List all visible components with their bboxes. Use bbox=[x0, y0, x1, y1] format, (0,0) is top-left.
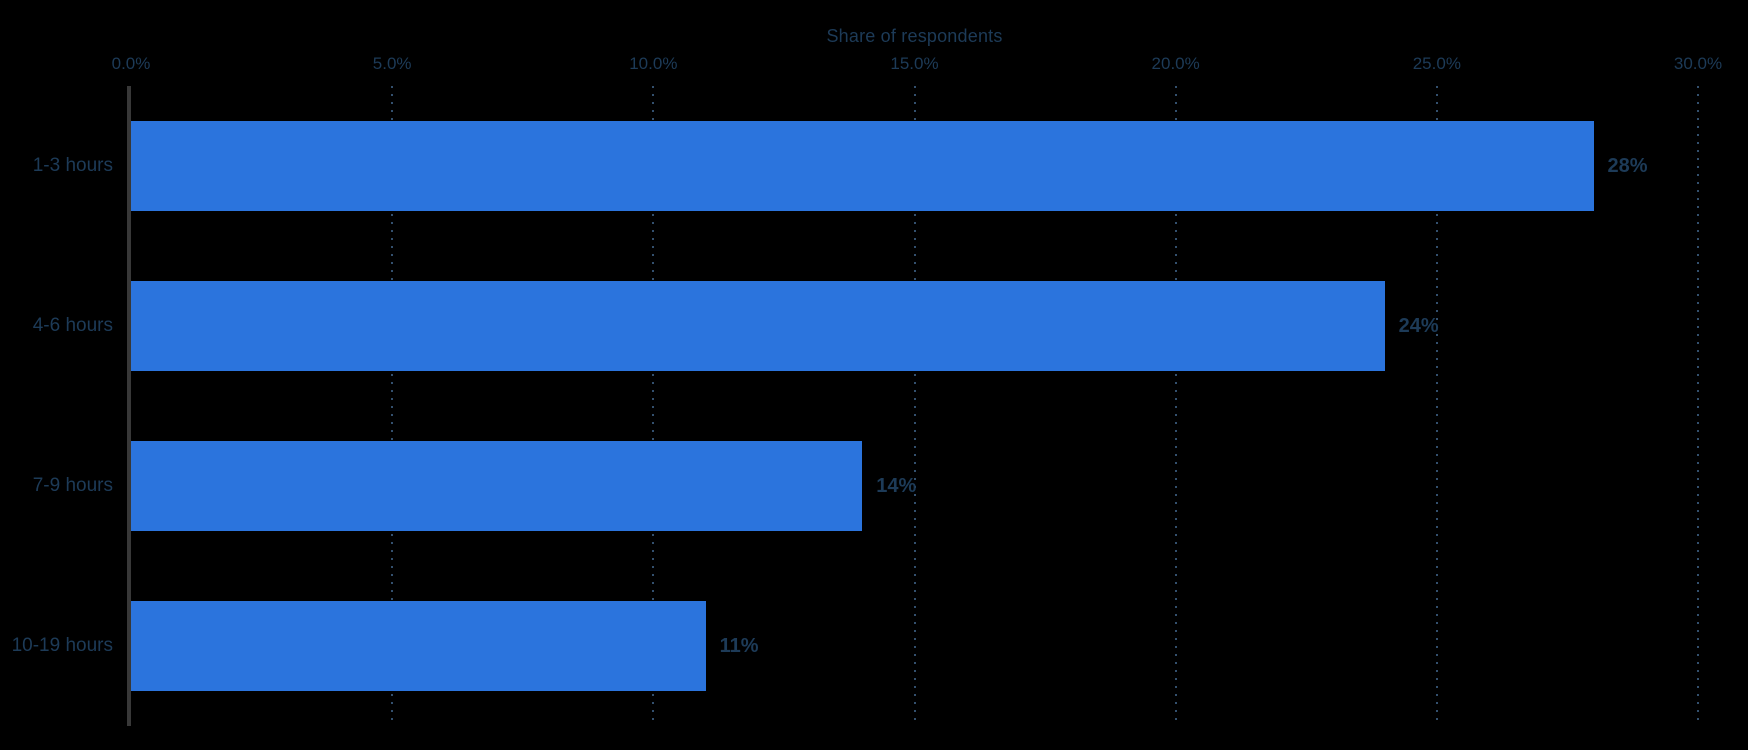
category-label: 4-6 hours bbox=[32, 315, 113, 336]
bar bbox=[131, 441, 863, 531]
x-tick-label: 5.0% bbox=[372, 54, 412, 73]
x-tick-label: 25.0% bbox=[1412, 54, 1461, 73]
category-label: 1-3 hours bbox=[32, 155, 113, 176]
x-tick-label: 20.0% bbox=[1151, 54, 1200, 73]
x-tick-label: 0.0% bbox=[111, 54, 151, 73]
value-label: 14% bbox=[876, 474, 917, 497]
x-tick-label: 15.0% bbox=[890, 54, 939, 73]
value-label: 24% bbox=[1398, 314, 1439, 337]
gridline bbox=[652, 86, 655, 726]
plot-area: 1-3 hours 28% 4-6 hours 24% 7-9 hours 14% 10-1… bbox=[12, 86, 1699, 726]
bar-row: 1-3 hours 28% bbox=[33, 86, 1698, 246]
gridline bbox=[913, 86, 916, 726]
bar bbox=[131, 601, 706, 691]
bar-row: 4-6 hours 24% bbox=[33, 246, 1698, 406]
value-label: 11% bbox=[719, 634, 759, 657]
chart-title: Share of respondents bbox=[826, 26, 1003, 46]
bar bbox=[131, 121, 1594, 211]
x-axis-tick-labels: 0.0% 5.0% 10.0% 15.0% 20.0% 25.0% 30.0% bbox=[112, 54, 1722, 74]
x-tick-label: 30.0% bbox=[1673, 54, 1723, 73]
bar-row: 7-9 hours 14% bbox=[33, 406, 1698, 566]
gridline bbox=[1174, 86, 1177, 726]
category-label: 7-9 hours bbox=[32, 475, 113, 496]
y-axis-line bbox=[127, 86, 131, 726]
category-label: 10-19 hours bbox=[11, 635, 113, 656]
bar-row: 10-19 hours 11% bbox=[12, 566, 1698, 726]
bar bbox=[131, 281, 1385, 371]
gridline bbox=[1697, 86, 1699, 726]
x-tick-label: 10.0% bbox=[629, 54, 678, 73]
gridline bbox=[391, 86, 394, 726]
gridline bbox=[1435, 86, 1438, 726]
value-label: 28% bbox=[1607, 154, 1648, 177]
